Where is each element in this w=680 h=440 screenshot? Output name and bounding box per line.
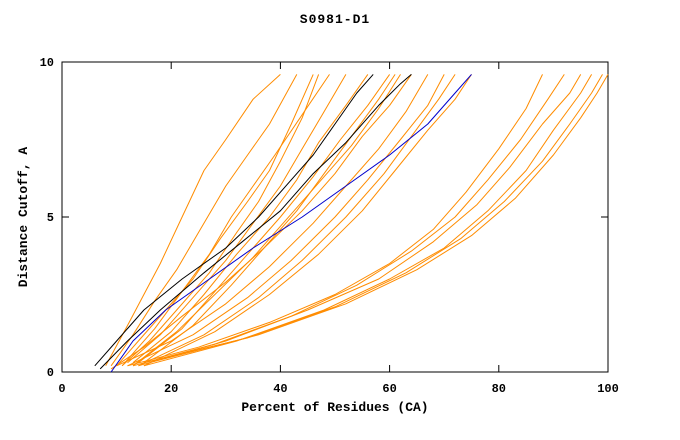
x-tick-label: 60 — [382, 382, 396, 396]
series-line-model-07 — [132, 74, 369, 364]
y-tick-label: 5 — [47, 211, 54, 225]
series-line-model-09 — [110, 74, 396, 370]
x-tick-label: 0 — [58, 382, 65, 396]
series-line-model-11 — [143, 74, 412, 364]
y-tick-label: 10 — [40, 56, 54, 70]
series-line-model-13 — [127, 74, 445, 367]
series-line-model-04 — [121, 74, 320, 367]
series-line-model-08 — [138, 74, 391, 364]
series-line-model-18 — [138, 74, 582, 367]
series-line-model-14 — [138, 74, 456, 367]
y-tick-label: 0 — [47, 366, 54, 380]
series-line-model-20 — [143, 74, 603, 364]
x-tick-label: 100 — [597, 382, 619, 396]
x-tick-label: 80 — [492, 382, 506, 396]
series-line-model-16 — [127, 74, 543, 367]
series-line-model-17 — [132, 74, 565, 367]
series-line-model-03 — [116, 74, 314, 367]
series-line-model-10 — [132, 74, 401, 367]
series-line-model-12 — [116, 74, 429, 367]
series-line-highlight — [110, 74, 472, 373]
series-line-model-06 — [127, 74, 347, 364]
series-line-model-05 — [121, 74, 330, 367]
series-line-model-01 — [105, 74, 281, 367]
series-line-reference-2 — [99, 74, 412, 370]
x-axis-label: Percent of Residues (CA) — [241, 400, 429, 415]
chart-title: S0981-D1 — [299, 12, 371, 27]
series-line-model-21 — [149, 74, 609, 364]
series-line-model-19 — [143, 74, 593, 367]
series-line-reference-1 — [94, 74, 374, 367]
x-tick-label: 20 — [164, 382, 178, 396]
series-line-model-15 — [143, 74, 472, 367]
x-tick-label: 40 — [273, 382, 287, 396]
series-line-model-02 — [110, 74, 298, 367]
